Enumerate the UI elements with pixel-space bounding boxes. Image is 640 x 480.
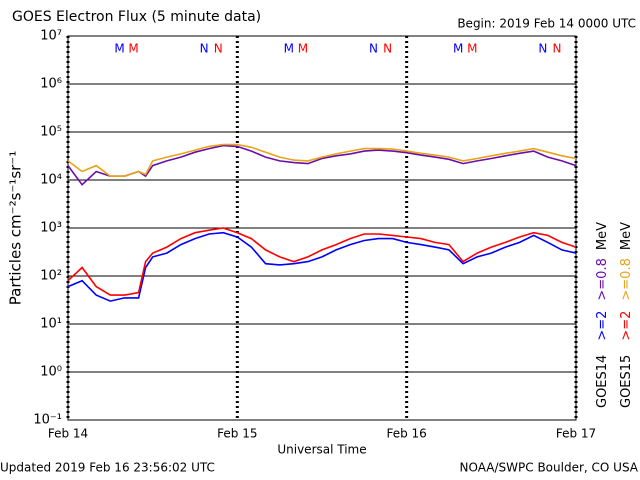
footer-right: NOAA/SWPC Boulder, CO USA <box>460 461 639 475</box>
legend-entry: >=2 <box>619 311 634 341</box>
chart-subtitle: Begin: 2019 Feb 14 0000 UTC <box>457 17 636 31</box>
x-tick-label: Feb 14 <box>48 427 88 441</box>
annotation: M <box>114 42 124 56</box>
series-line <box>67 143 577 177</box>
legend: GOES15 >=2 >=0.8 MeV <box>619 222 634 408</box>
annotation: N <box>200 42 209 56</box>
legend-entry: MeV <box>619 222 634 250</box>
plot-frame <box>67 35 577 421</box>
x-axis-label: Universal Time <box>277 443 366 457</box>
y-tick-label: 10¹ <box>40 317 62 332</box>
y-tick-label: 10⁻¹ <box>33 413 62 428</box>
annotation: N <box>538 42 547 56</box>
legend-entry: GOES14 <box>595 355 610 408</box>
annotation: N <box>369 42 378 56</box>
x-tick-label: Feb 15 <box>217 427 257 441</box>
series-line <box>67 227 577 296</box>
y-axis-label: Particles cm⁻²s⁻¹sr⁻¹ <box>7 151 25 305</box>
legend-entry: MeV <box>595 222 610 250</box>
annotation: N <box>383 42 392 56</box>
y-tick-label: 10⁷ <box>40 29 62 44</box>
y-tick-label: 10⁴ <box>40 173 62 188</box>
x-tick-label: Feb 17 <box>556 427 596 441</box>
y-tick-label: 10² <box>40 269 62 284</box>
legend-entry: >=0.8 <box>619 258 634 300</box>
legend-entry: GOES15 <box>619 355 634 408</box>
annotation: M <box>467 42 477 56</box>
chart-title: GOES Electron Flux (5 minute data) <box>12 9 261 25</box>
x-tick-label: Feb 16 <box>386 427 426 441</box>
annotation: N <box>552 42 561 56</box>
y-tick-label: 10⁶ <box>40 77 62 92</box>
y-tick-label: 10³ <box>40 221 62 236</box>
y-tick-label: 10⁵ <box>40 125 62 140</box>
series-line <box>67 144 577 186</box>
legend-entry: >=0.8 <box>595 258 610 300</box>
legend-entry: >=2 <box>595 311 610 341</box>
series-line <box>67 231 577 302</box>
annotation: M <box>128 42 138 56</box>
y-tick-label: 10⁰ <box>40 365 62 380</box>
annotation: M <box>453 42 463 56</box>
annotation: M <box>284 42 294 56</box>
footer-left: Updated 2019 Feb 16 23:56:02 UTC <box>0 461 215 475</box>
annotation: M <box>298 42 308 56</box>
annotation: N <box>214 42 223 56</box>
legend: GOES14 >=2 >=0.8 MeV <box>595 222 610 408</box>
